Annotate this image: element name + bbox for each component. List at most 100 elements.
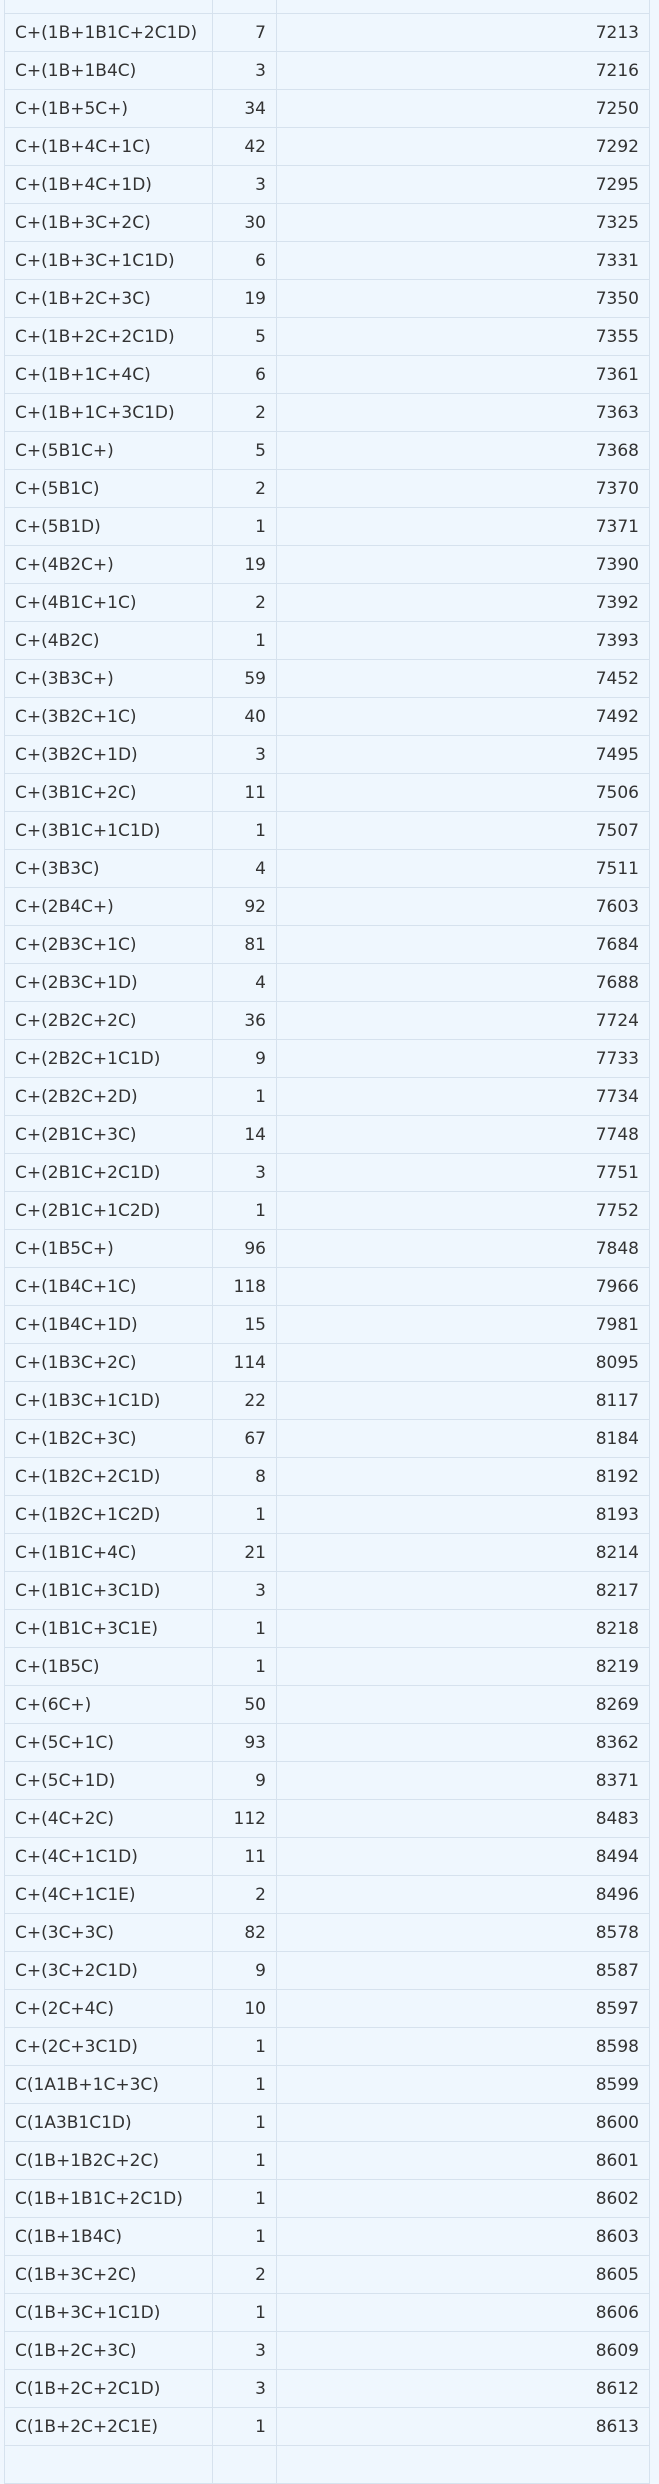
table-row: C+(1B3C+2C) 114 8095 — [4, 1343, 650, 1382]
table-row: C+(1B1C+3C1E) 1 8218 — [4, 1609, 650, 1648]
table-row: C+(4C+1C1D) 11 8494 — [4, 1837, 650, 1876]
pattern-cell: C+(1B1C+3C1D) — [4, 1571, 213, 1610]
cumulative-cell: 7371 — [276, 507, 650, 546]
cumulative-cell: 8587 — [276, 1951, 650, 1990]
cumulative-cell: 8613 — [276, 2407, 650, 2446]
table-row: C+(5C+1C) 93 8362 — [4, 1723, 650, 1762]
data-table: C+(1B+1B1C+2C1D) 7 7213 C+(1B+1B4C) 3 7216 C+(… — [4, 0, 650, 2484]
cumulative-cell: 8217 — [276, 1571, 650, 1610]
cumulative-cell: 8599 — [276, 2065, 650, 2104]
count-cell: 1 — [212, 621, 277, 660]
cumulative-cell: 7292 — [276, 127, 650, 166]
pattern-cell: C+(1B+3C+1C1D) — [4, 241, 213, 280]
count-cell: 40 — [212, 697, 277, 736]
cumulative-cell: 8219 — [276, 1647, 650, 1686]
cumulative-cell: 8117 — [276, 1381, 650, 1420]
pattern-cell: C+(1B+1B4C) — [4, 51, 213, 90]
cumulative-cell: 7295 — [276, 165, 650, 204]
cumulative-cell: 8612 — [276, 2369, 650, 2408]
cumulative-cell: 7363 — [276, 393, 650, 432]
count-cell: 92 — [212, 887, 277, 926]
cumulative-cell: 7325 — [276, 203, 650, 242]
pattern-cell: C+(2B3C+1C) — [4, 925, 213, 964]
count-cell: 1 — [212, 2179, 277, 2218]
cumulative-cell: 8269 — [276, 1685, 650, 1724]
count-cell: 8 — [212, 1457, 277, 1496]
cumulative-cell: 7361 — [276, 355, 650, 394]
pattern-cell: C+(1B+4C+1C) — [4, 127, 213, 166]
cumulative-cell: 8095 — [276, 1343, 650, 1382]
count-cell: 14 — [212, 1115, 277, 1154]
pattern-cell: C(1B+1B1C+2C1D) — [4, 2179, 213, 2218]
pattern-cell: C+(6C+) — [4, 1685, 213, 1724]
cumulative-cell: 8362 — [276, 1723, 650, 1762]
pattern-cell: C+(2B2C+2C) — [4, 1001, 213, 1040]
table-row: C+(1B+1B4C) 3 7216 — [4, 51, 650, 90]
pattern-cell: C+(2B3C+1D) — [4, 963, 213, 1002]
table-row: C+(1B3C+1C1D) 22 8117 — [4, 1381, 650, 1420]
table-row: C+(1B+2C+3C) 19 7350 — [4, 279, 650, 318]
count-cell: 3 — [212, 1571, 277, 1610]
cumulative-cell: 7368 — [276, 431, 650, 470]
count-cell: 2 — [212, 469, 277, 508]
table-row: C+(1B+3C+1C1D) 6 7331 — [4, 241, 650, 280]
pattern-cell: C+(2C+4C) — [4, 1989, 213, 2028]
pattern-cell: C+(1B5C) — [4, 1647, 213, 1686]
cumulative-cell: 8600 — [276, 2103, 650, 2142]
pattern-cell: C(1A1B+1C+3C) — [4, 2065, 213, 2104]
count-cell: 1 — [212, 1077, 277, 1116]
cumulative-cell: 8494 — [276, 1837, 650, 1876]
pattern-cell: C+(1B5C+) — [4, 1229, 213, 1268]
pattern-cell: C+(3C+3C) — [4, 1913, 213, 1952]
pattern-cell: C+(1B2C+1C2D) — [4, 1495, 213, 1534]
cumulative-cell: 8496 — [276, 1875, 650, 1914]
table-row: C(1B+2C+3C) 3 8609 — [4, 2331, 650, 2370]
table-row-partial-bottom — [4, 2445, 650, 2484]
pattern-cell: C+(1B3C+1C1D) — [4, 1381, 213, 1420]
cumulative-cell: 8609 — [276, 2331, 650, 2370]
table-row: C+(3B2C+1D) 3 7495 — [4, 735, 650, 774]
count-cell: 10 — [212, 1989, 277, 2028]
pattern-cell: C+(4C+1C1D) — [4, 1837, 213, 1876]
count-cell: 1 — [212, 2217, 277, 2256]
table-row: C(1B+1B2C+2C) 1 8601 — [4, 2141, 650, 2180]
pattern-cell: C+(1B1C+3C1E) — [4, 1609, 213, 1648]
table-row: C+(1B2C+3C) 67 8184 — [4, 1419, 650, 1458]
cumulative-cell: 7848 — [276, 1229, 650, 1268]
pattern-cell: C+(1B+3C+2C) — [4, 203, 213, 242]
table-row: C(1A1B+1C+3C) 1 8599 — [4, 2065, 650, 2104]
count-cell: 1 — [212, 2293, 277, 2332]
count-cell: 3 — [212, 51, 277, 90]
pattern-cell: C+(2B4C+) — [4, 887, 213, 926]
count-cell: 34 — [212, 89, 277, 128]
count-cell: 81 — [212, 925, 277, 964]
cumulative-cell: 8193 — [276, 1495, 650, 1534]
table-row: C+(1B+2C+2C1D) 5 7355 — [4, 317, 650, 356]
table-row: C+(1B+1C+4C) 6 7361 — [4, 355, 650, 394]
pattern-cell: C+(2B1C+2C1D) — [4, 1153, 213, 1192]
table-row: C(1B+2C+2C1D) 3 8612 — [4, 2369, 650, 2408]
cumulative-cell: 7390 — [276, 545, 650, 584]
count-cell: 3 — [212, 165, 277, 204]
count-cell: 96 — [212, 1229, 277, 1268]
count-cell: 9 — [212, 1951, 277, 1990]
count-cell: 3 — [212, 1153, 277, 1192]
table-row: C+(2B2C+2D) 1 7734 — [4, 1077, 650, 1116]
table-row: C+(2B1C+3C) 14 7748 — [4, 1115, 650, 1154]
pattern-cell: C(1B+3C+1C1D) — [4, 2293, 213, 2332]
count-cell: 15 — [212, 1305, 277, 1344]
count-cell: 82 — [212, 1913, 277, 1952]
count-cell: 1 — [212, 2141, 277, 2180]
table-row: C+(2B2C+1C1D) 9 7733 — [4, 1039, 650, 1078]
cumulative-cell: 7724 — [276, 1001, 650, 1040]
pattern-cell: C(1B+2C+3C) — [4, 2331, 213, 2370]
count-cell: 112 — [212, 1799, 277, 1838]
count-cell: 50 — [212, 1685, 277, 1724]
count-cell: 3 — [212, 2331, 277, 2370]
cumulative-cell: 8483 — [276, 1799, 650, 1838]
pattern-cell: C(1B+2C+2C1D) — [4, 2369, 213, 2408]
count-cell: 7 — [212, 13, 277, 52]
count-cell: 118 — [212, 1267, 277, 1306]
count-cell: 3 — [212, 735, 277, 774]
table-row: C+(5B1D) 1 7371 — [4, 507, 650, 546]
